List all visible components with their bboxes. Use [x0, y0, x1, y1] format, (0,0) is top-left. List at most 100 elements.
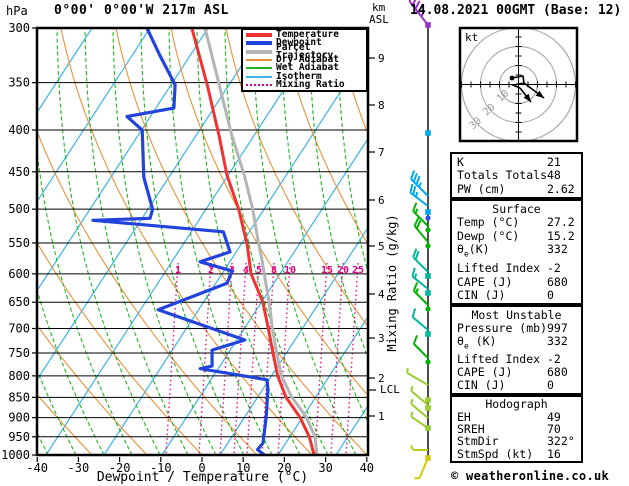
height-axis-unit-km: km [372, 1, 386, 14]
temperature-tick-label: -30 [68, 461, 90, 475]
isotherm-line [37, 28, 209, 292]
mixing-ratio-value-label: 25 [352, 265, 364, 276]
stats-box-surface: Surface Temp (°C) 27.2 Dewp (°C) 15.2 θe(K) 33… [450, 199, 583, 305]
pressure-tick-label: 500 [8, 202, 30, 216]
km-tick-label: 4 [378, 288, 385, 301]
wind-barb [412, 282, 429, 306]
temperature-tick-label: 0 [198, 461, 205, 475]
dry-adiabat-line [37, 129, 258, 455]
mixing-ratio-line [246, 262, 260, 455]
stats-row-label: Totals Totals [457, 168, 548, 183]
mixing-ratio-line [314, 262, 328, 455]
stats-row-value: 27.2 [547, 215, 575, 230]
wind-barb [406, 367, 429, 386]
legend-item: Temperature [246, 29, 366, 41]
legend-item: Wet Adiabat [246, 62, 366, 74]
stats-row-value: 332 [547, 242, 568, 257]
pressure-tick-label: 650 [8, 295, 30, 309]
page-title: 0°00' 0°00'W 217m ASL [54, 3, 229, 18]
isotherm-line [103, 48, 368, 455]
dry-adiabat-line [37, 241, 203, 455]
stats-row: EH 49 [452, 411, 581, 423]
legend-swatch [246, 83, 272, 86]
legend-label: Parcel Trajectory [276, 41, 334, 61]
pressure-tick-label: 750 [8, 346, 30, 360]
legend-item: Dry Adiabat [246, 55, 366, 64]
stats-row: K 21 [452, 156, 581, 168]
wind-barb [412, 248, 429, 273]
wind-barb [409, 183, 429, 207]
stats-row-value: 0 [547, 378, 554, 393]
wind-barb [425, 215, 431, 221]
wind-barb [425, 359, 431, 365]
wind-barb [425, 331, 431, 337]
stats-row-value: 21 [547, 154, 561, 169]
wet-adiabat-line [196, 28, 301, 455]
dry-adiabat-line [115, 28, 368, 455]
temperature-tick-label: 10 [236, 461, 250, 475]
stats-row-label: CAPE (J) [457, 365, 513, 380]
pressure-tick-label: 1000 [1, 448, 30, 462]
parcel-trajectory-trace [203, 28, 319, 455]
legend-label: Wet Adiabat [276, 62, 339, 74]
isotherm-line [37, 28, 93, 114]
wind-barb [425, 306, 431, 312]
stats-row-value: 322° [547, 434, 575, 449]
dry-adiabat-line [37, 324, 148, 455]
stats-row-label: Temp (°C) [457, 215, 520, 230]
mixing-ratio-value-label: 8 [271, 265, 277, 276]
hodograph-frame [458, 26, 579, 143]
legend-label: Isotherm [276, 70, 322, 82]
legend-label: Temperature [276, 29, 339, 41]
pressure-tick-label: 700 [8, 322, 30, 336]
mixing-ratio-axis-label: Mixing Ratio (g/kg) [385, 214, 399, 352]
stats-box: K 21 Totals Totals 48 PW (cm) 2.62 [450, 152, 583, 199]
wind-barb [425, 22, 431, 28]
legend-swatch [246, 33, 272, 38]
legend-item: Parcel Trajectory [246, 42, 366, 60]
wet-adiabat-line [112, 28, 217, 455]
stats-row-label: Dewp (°C) [457, 228, 520, 243]
stats-row-label: StmSpd (kt) [457, 446, 534, 461]
stats-row: Totals Totals 48 [452, 169, 581, 181]
wind-barb [425, 425, 431, 431]
stats-row: SREH 70 [452, 423, 581, 435]
stats-row: StmDir 322° [452, 435, 581, 447]
wet-adiabat-line [224, 28, 329, 455]
stats-row-value: 680 [547, 365, 568, 380]
temperature-tick-label: -10 [150, 461, 172, 475]
stats-row: Dewp (°C) 15.2 [452, 230, 581, 242]
isotherm-line [161, 137, 368, 455]
pressure-tick-label: 900 [8, 411, 30, 425]
stats-row-label: CIN (J) [457, 378, 506, 393]
stats-row: Lifted Index -2 [452, 353, 581, 365]
wind-barb [425, 227, 431, 233]
wind-barb [412, 335, 429, 359]
legend-label: Dewpoint [276, 37, 322, 49]
wind-barb [410, 170, 429, 197]
temperature-tick-label: 20 [277, 461, 291, 475]
mixing-ratio-value-label: 1 [175, 265, 181, 276]
stats-row-value: 680 [547, 274, 568, 289]
stats-row-value: 0 [547, 288, 554, 303]
km-tick-label: 7 [378, 146, 385, 159]
km-tick-label: 5 [378, 240, 385, 253]
pressure-tick-label: 850 [8, 390, 30, 404]
stats-row-label: StmDir [457, 434, 499, 449]
km-tick-label: 6 [378, 194, 385, 207]
run-date-label: 14.08.2021 00GMT (Base: 12) [410, 3, 622, 18]
isotherm-line [37, 28, 267, 381]
chart-legend: Temperature Dewpoint Parcel Trajectory Dry … [241, 28, 368, 92]
temperature-tick-label: -40 [26, 461, 48, 475]
stats-row: θe(K) 332 [452, 243, 581, 260]
wind-barb [425, 273, 431, 279]
stats-row-label: SREH [457, 421, 485, 436]
stats-box-most-unstable: Most Unstable Pressure (mb) 997 θe (K) 332 Li… [450, 305, 583, 395]
mixing-ratio-line [261, 262, 275, 455]
mixing-ratio-line [330, 262, 344, 455]
stats-row: CIN (J) 0 [452, 289, 581, 301]
isotherm-line [45, 28, 325, 455]
wet-adiabat-line [140, 28, 245, 455]
mixing-ratio-line [277, 262, 291, 455]
km-tick-label: 2 [378, 372, 385, 385]
